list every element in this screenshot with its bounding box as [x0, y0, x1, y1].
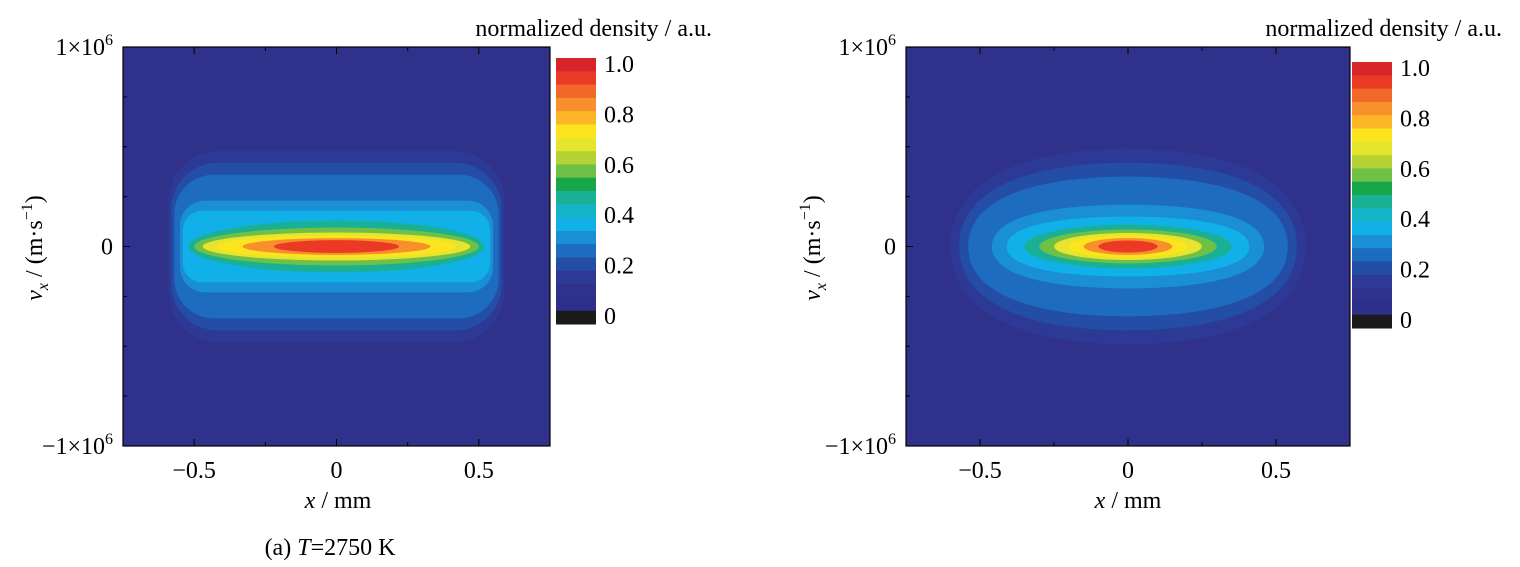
colorbar-tick-label: 0.4 — [1400, 207, 1430, 233]
colorbar-band — [556, 284, 596, 298]
colorbar-tick-labels: 1.0 0.8 0.6 0.4 0.2 0 — [1400, 56, 1430, 334]
chart-a-svg: 1×106 0 −1×106 −0.5 0 0.5 x / mm vx / (m… — [19, 16, 712, 561]
colorbar-band — [1352, 248, 1392, 262]
colorbar-band — [556, 310, 596, 325]
tick-layer — [122, 46, 551, 447]
x-axis-label: x / mm — [304, 488, 372, 514]
colorbar-band — [556, 137, 596, 152]
y-tick-label-zero: 0 — [884, 235, 896, 261]
colorbar-tick-label: 0.2 — [604, 254, 634, 280]
colorbar-band — [556, 97, 596, 112]
x-axis-label: x / mm — [1094, 488, 1162, 514]
colorbar-tick-label: 1.0 — [604, 52, 634, 78]
colorbar-band — [1352, 75, 1392, 90]
colorbar-bands — [556, 58, 596, 325]
colorbar-band — [1352, 314, 1392, 329]
colorbar-tick-label: 0.2 — [1400, 258, 1430, 284]
y-axis-label: vx / (m·s−1) — [19, 195, 52, 300]
colorbar-band — [1352, 115, 1392, 129]
colorbar-band — [556, 124, 596, 139]
colorbar-band — [1352, 141, 1392, 156]
contour-layer — [950, 148, 1306, 345]
colorbar-band — [556, 204, 596, 219]
x-tick-label: 0 — [331, 458, 343, 484]
y-tick-labels: 1×106 0 −1×106 — [825, 32, 896, 460]
colorbar-band — [1352, 128, 1392, 143]
colorbar-band — [556, 257, 596, 272]
y-tick-label-zero: 0 — [101, 235, 113, 261]
y-tick-label-max: 1×106 — [838, 32, 896, 61]
colorbar-band — [556, 164, 596, 179]
colorbar-band — [1352, 288, 1392, 302]
contour-band — [1098, 240, 1158, 253]
colorbar-tick-label: 0.8 — [604, 102, 634, 128]
colorbar-tick-label: 0.6 — [604, 153, 634, 179]
colorbar-tick-label: 1.0 — [1400, 56, 1430, 82]
y-tick-label-max: 1×106 — [55, 32, 113, 61]
figure-caption: (a) T=2750 K — [265, 535, 397, 561]
colorbar-tick-label: 0.4 — [604, 203, 634, 229]
chart-panel-a: 1×106 0 −1×106 −0.5 0 0.5 x / mm vx / (m… — [0, 0, 760, 562]
colorbar-band — [1352, 208, 1392, 223]
colorbar-band — [556, 230, 596, 245]
colorbar-tick-labels: 1.0 0.8 0.6 0.4 0.2 0 — [604, 52, 634, 330]
colorbar-tick-label: 0 — [1400, 308, 1412, 334]
y-tick-labels: 1×106 0 −1×106 — [42, 32, 113, 460]
colorbar-tick-label: 0 — [604, 304, 616, 330]
colorbar-band — [1352, 181, 1392, 196]
colorbar-band — [1352, 195, 1392, 209]
colorbar-band — [1352, 301, 1392, 316]
x-tick-labels: −0.5 0 0.5 — [172, 458, 493, 484]
colorbar-band — [556, 58, 596, 72]
chart-b-svg: 1×106 0 −1×106 −0.5 0 0.5 x / mm vx / (m… — [797, 16, 1502, 514]
colorbar: normalized density / a.u. 1.0 0.8 0.6 0.… — [475, 16, 712, 330]
x-tick-label: 0.5 — [1261, 458, 1291, 484]
y-tick-label-min: −1×106 — [42, 431, 113, 460]
colorbar-band — [556, 244, 596, 258]
y-axis-label: vx / (m·s−1) — [797, 195, 830, 300]
y-tick-label-min: −1×106 — [825, 431, 896, 460]
contour-band — [273, 240, 400, 253]
colorbar-band — [556, 151, 596, 165]
colorbar-band — [1352, 62, 1392, 76]
colorbar-band — [556, 111, 596, 125]
colorbar-band — [1352, 88, 1392, 103]
colorbar-tick-label: 0.6 — [1400, 157, 1430, 183]
x-tick-label: −0.5 — [172, 458, 216, 484]
colorbar-band — [1352, 221, 1392, 236]
colorbar-band — [556, 297, 596, 312]
colorbar-band — [1352, 101, 1392, 116]
colorbar-tick-label: 0.8 — [1400, 106, 1430, 132]
colorbar-band — [556, 191, 596, 205]
chart-panel-b: 1×106 0 −1×106 −0.5 0 0.5 x / mm vx / (m… — [760, 0, 1520, 562]
colorbar-bands — [1352, 62, 1392, 329]
colorbar-band — [556, 270, 596, 285]
plot-area — [905, 46, 1351, 447]
colorbar-title: normalized density / a.u. — [475, 16, 712, 42]
colorbar-band — [556, 84, 596, 99]
colorbar-band — [1352, 261, 1392, 276]
x-tick-label: −0.5 — [958, 458, 1002, 484]
colorbar: normalized density / a.u. 1.0 0.8 0.6 0.… — [1265, 16, 1502, 334]
tick-layer — [905, 46, 1351, 447]
colorbar-band — [556, 217, 596, 232]
contour-layer — [168, 150, 505, 343]
colorbar-band — [556, 177, 596, 192]
plot-area — [122, 46, 551, 447]
x-tick-label: 0 — [1122, 458, 1134, 484]
colorbar-band — [556, 71, 596, 86]
colorbar-title: normalized density / a.u. — [1265, 16, 1502, 42]
colorbar-band — [1352, 274, 1392, 289]
x-tick-labels: −0.5 0 0.5 — [958, 458, 1291, 484]
colorbar-band — [1352, 155, 1392, 169]
colorbar-band — [1352, 168, 1392, 183]
colorbar-band — [1352, 234, 1392, 249]
x-tick-label: 0.5 — [464, 458, 494, 484]
